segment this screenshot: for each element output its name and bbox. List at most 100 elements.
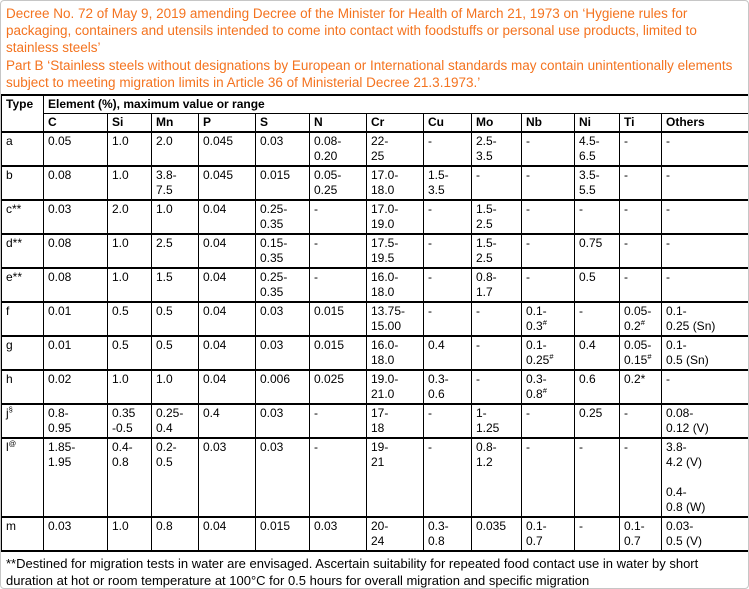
row-type-label: l@: [1, 437, 44, 518]
table-cell: 0.03: [43, 199, 108, 235]
table-cell: 1.5- 3.5: [423, 165, 472, 201]
table-cell: 0.08- 0.12 (V): [660, 403, 748, 439]
table-cell: 0.006: [255, 369, 310, 405]
table-cell: -: [660, 369, 748, 405]
table-cell: -: [521, 233, 575, 269]
table-cell: 0.04: [198, 516, 256, 552]
table-cell: 3.8- 7.5: [151, 165, 199, 201]
table-row: g 0.01 0.5 0.5 0.04 0.03 0.015 16.0- 18.0 0.4-0.1…: [1, 335, 748, 371]
table-row: m 0.03 1.0 0.8 0.04 0.015 0.03 20- 24 0.3- 0.8 0.03…: [1, 516, 748, 552]
table-cell: 0.05- 0.2#: [619, 301, 662, 337]
table-cell: -: [471, 165, 522, 201]
row-type-label: j§: [1, 403, 44, 439]
table-cell: 2.0: [151, 131, 199, 167]
table-cell: 0.02: [43, 369, 108, 405]
table-cell: 3.5- 5.5: [574, 165, 620, 201]
table-cell: -: [619, 165, 662, 201]
table-cell: 0.1- 0.25#: [521, 335, 575, 371]
table-cell: 19- 21: [366, 437, 424, 518]
table-cell: 0.5: [107, 335, 152, 371]
table-cell: -: [660, 267, 748, 303]
row-type-label: d**: [1, 233, 44, 269]
table-cell: -: [619, 437, 662, 518]
row-type-label: f: [1, 301, 44, 337]
table-cell: 1.0: [151, 199, 199, 235]
footnotes-block: **Destined for migration tests in water …: [1, 552, 748, 588]
table-cell: -: [423, 403, 472, 439]
table-cell: 0.015: [309, 301, 367, 337]
table-cell: 0.035: [471, 516, 522, 552]
table-cell: 0.25- 0.35: [255, 267, 310, 303]
element-column-header: Mo: [471, 113, 522, 133]
table-cell: -: [423, 131, 472, 167]
table-header-row-group: Type Element (%), maximum value or range: [1, 94, 748, 133]
table-cell: 0.4: [198, 403, 256, 439]
table-cell: 0.25- 0.4: [151, 403, 199, 439]
table-cell: 0.015: [255, 516, 310, 552]
table-row: c** 0.03 2.0 1.0 0.04 0.25- 0.35-17.0- 19.0-1.5…: [1, 199, 748, 235]
table-cell: 0.015: [309, 335, 367, 371]
table-cell: 1.0: [151, 369, 199, 405]
table-row: e** 0.08 1.0 1.5 0.04 0.25- 0.35-16.0- 18.0-0.8…: [1, 267, 748, 303]
table-cell: 0.01: [43, 301, 108, 337]
table-cell: 0.03: [309, 516, 367, 552]
table-cell: 1.5: [151, 267, 199, 303]
element-column-header: C: [43, 113, 108, 133]
table-cell: 1.0: [107, 369, 152, 405]
element-column-header: Cr: [366, 113, 424, 133]
table-cell: 0.08: [43, 165, 108, 201]
row-type-label: c**: [1, 199, 44, 235]
table-cell: 0.8- 1.7: [471, 267, 522, 303]
table-cell: 0.03: [255, 437, 310, 518]
element-column-header: S: [255, 113, 310, 133]
element-column-header: N: [309, 113, 367, 133]
table-cell: 17.5- 19.5: [366, 233, 424, 269]
table-cell: 0.4: [423, 335, 472, 371]
element-column-header: Si: [107, 113, 152, 133]
element-header-row: C Si Mn P S N Cr Cu Mo Nb Ni Ti Others: [2, 113, 748, 133]
table-cell: -: [521, 437, 575, 518]
table-row: f 0.01 0.5 0.5 0.04 0.03 0.015 13.75- 15.00- -0.1…: [1, 301, 748, 337]
table-cell: -: [574, 437, 620, 518]
table-cell: 0.1- 0.7: [521, 516, 575, 552]
table-cell: -: [471, 369, 522, 405]
table-cell: -: [574, 301, 620, 337]
table-cell: -: [423, 301, 472, 337]
table-cell: 0.2- 0.5: [151, 437, 199, 518]
table-cell: -: [619, 267, 662, 303]
table-cell: 1.0: [107, 131, 152, 167]
table-cell: -: [423, 267, 472, 303]
table-cell: 0.03: [198, 437, 256, 518]
composition-table: Type Element (%), maximum value or range…: [1, 94, 748, 552]
table-cell: 0.03: [255, 131, 310, 167]
table-cell: 0.04: [198, 233, 256, 269]
table-cell: 1.0: [107, 267, 152, 303]
table-cell: 0.08: [43, 233, 108, 269]
table-cell: -: [471, 301, 522, 337]
table-cell: 22- 25: [366, 131, 424, 167]
table-cell: 0.04: [198, 369, 256, 405]
table-cell: 0.4: [574, 335, 620, 371]
table-cell: 19.0- 21.0: [366, 369, 424, 405]
table-cell: 0.05: [43, 131, 108, 167]
table-cell: 1.0: [107, 165, 152, 201]
table-cell: 0.8- 0.95: [43, 403, 108, 439]
table-cell: 0.4- 0.8: [107, 437, 152, 518]
table-cell: 1- 1.25: [471, 403, 522, 439]
table-cell: -: [574, 199, 620, 235]
table-cell: -: [521, 403, 575, 439]
table-cell: 0.1- 0.3#: [521, 301, 575, 337]
table-cell: 0.04: [198, 301, 256, 337]
table-cell: 0.03: [255, 301, 310, 337]
decree-title-text: Decree No. 72 of May 9, 2019 amending De…: [6, 6, 697, 55]
table-cell: 0.35 -0.5: [107, 403, 152, 439]
table-cell: -: [423, 437, 472, 518]
table-cell: 0.05- 0.15#: [619, 335, 662, 371]
table-cell: -: [471, 335, 522, 371]
row-type-label: b: [1, 165, 44, 201]
table-cell: -: [423, 199, 472, 235]
table-cell: 0.15- 0.35: [255, 233, 310, 269]
table-cell: -: [309, 199, 367, 235]
table-cell: 0.04: [198, 267, 256, 303]
